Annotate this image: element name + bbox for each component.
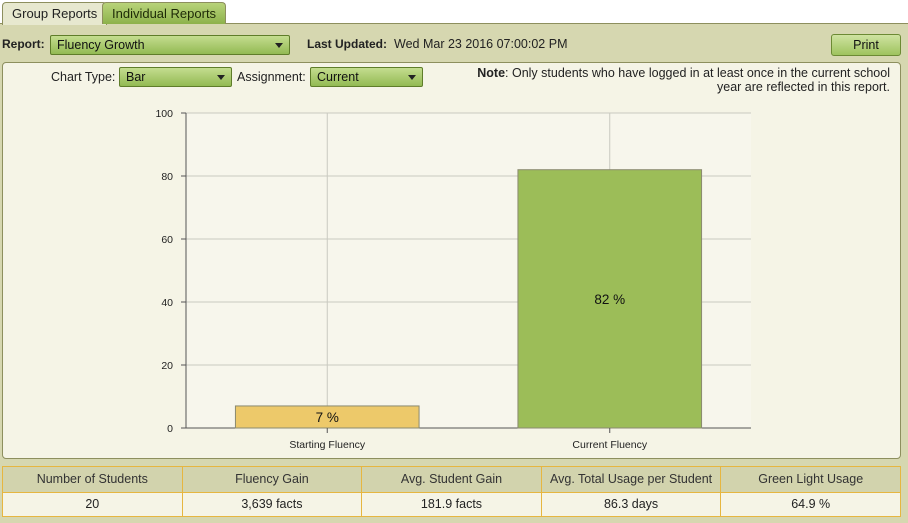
tab-individual-reports[interactable]: Individual Reports (102, 2, 227, 24)
x-tick-label: Starting Fluency (289, 439, 366, 451)
chevron-down-icon (275, 43, 283, 48)
bar-current-fluency (517, 169, 703, 429)
report-tabs: Group Reports Individual Reports (0, 0, 908, 25)
bar-data-label: 7 % (316, 410, 339, 425)
summary-stats-table: Number of Students Fluency Gain Avg. Stu… (2, 466, 901, 517)
stats-value-green-light: 64.9 % (720, 491, 901, 517)
assignment-select[interactable]: Current (310, 67, 423, 87)
fluency-bar-chart: 0 20 40 60 80 100 Starting Fluency 7 % Current F… (155, 108, 751, 451)
stats-header-avg-student-gain: Avg. Student Gain (361, 466, 542, 493)
chevron-down-icon (217, 75, 225, 80)
stats-value-fluency-gain: 3,639 facts (181, 491, 363, 517)
stats-header-fluency-gain: Fluency Gain (181, 466, 363, 493)
chart-type-select-value: Bar (126, 70, 146, 84)
stats-value-avg-usage: 86.3 days (540, 491, 722, 517)
y-tick-label: 40 (161, 297, 173, 309)
assignment-label: Assignment: (237, 70, 306, 84)
note-prefix: Note (477, 66, 506, 80)
stats-header-avg-usage: Avg. Total Usage per Student (540, 466, 722, 493)
last-updated-value: Wed Mar 23 2016 07:00:02 PM (394, 37, 568, 51)
report-select-value: Fluency Growth (57, 38, 145, 52)
y-tick-label: 0 (167, 423, 173, 435)
y-tick-label: 60 (161, 234, 173, 246)
stats-header-green-light: Green Light Usage (720, 466, 901, 493)
stats-header-students: Number of Students (2, 466, 183, 493)
chevron-down-icon (408, 75, 416, 80)
student-note: Note: Only students who have logged in a… (450, 66, 890, 94)
chart-panel: Chart Type: Bar Assignment: Current Note… (2, 62, 901, 459)
stats-value-students: 20 (2, 491, 183, 517)
report-label: Report: (2, 37, 45, 51)
chart-type-label: Chart Type: (51, 70, 116, 84)
bar-data-label: 82 % (594, 292, 625, 307)
chart-type-select[interactable]: Bar (119, 67, 232, 87)
x-tick-label: Current Fluency (572, 439, 647, 451)
y-tick-label: 80 (161, 171, 173, 183)
stats-value-avg-student-gain: 181.9 facts (361, 491, 542, 517)
print-button[interactable]: Print (831, 34, 901, 56)
last-updated-label: Last Updated: (307, 37, 388, 51)
tab-group-reports[interactable]: Group Reports (2, 2, 108, 25)
y-tick-label: 20 (161, 360, 173, 372)
y-tick-label: 100 (155, 108, 173, 120)
note-text: : Only students who have logged in at le… (505, 66, 890, 94)
report-toolbar: Report: Fluency Growth Last Updated: Wed… (0, 33, 908, 57)
assignment-select-value: Current (317, 70, 359, 84)
stats-header-row: Number of Students Fluency Gain Avg. Stu… (2, 466, 901, 493)
stats-value-row: 20 3,639 facts 181.9 facts 86.3 days 64.… (2, 491, 901, 517)
report-select[interactable]: Fluency Growth (50, 35, 290, 55)
